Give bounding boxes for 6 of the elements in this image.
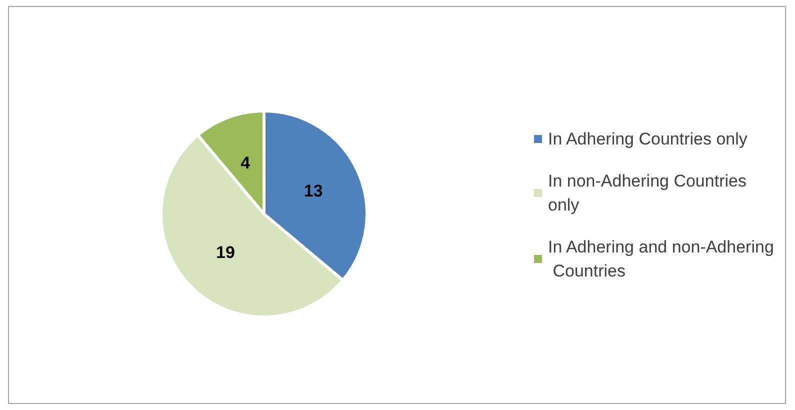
data-label: 4 [240, 153, 251, 172]
legend-label: In non-Adhering Countries only [548, 172, 752, 214]
data-label: 13 [304, 181, 323, 200]
legend-label: In Adhering Countries only [548, 130, 748, 148]
legend-label: In Adhering and non-Adhering Countries [548, 238, 774, 280]
data-label: 19 [216, 243, 235, 262]
